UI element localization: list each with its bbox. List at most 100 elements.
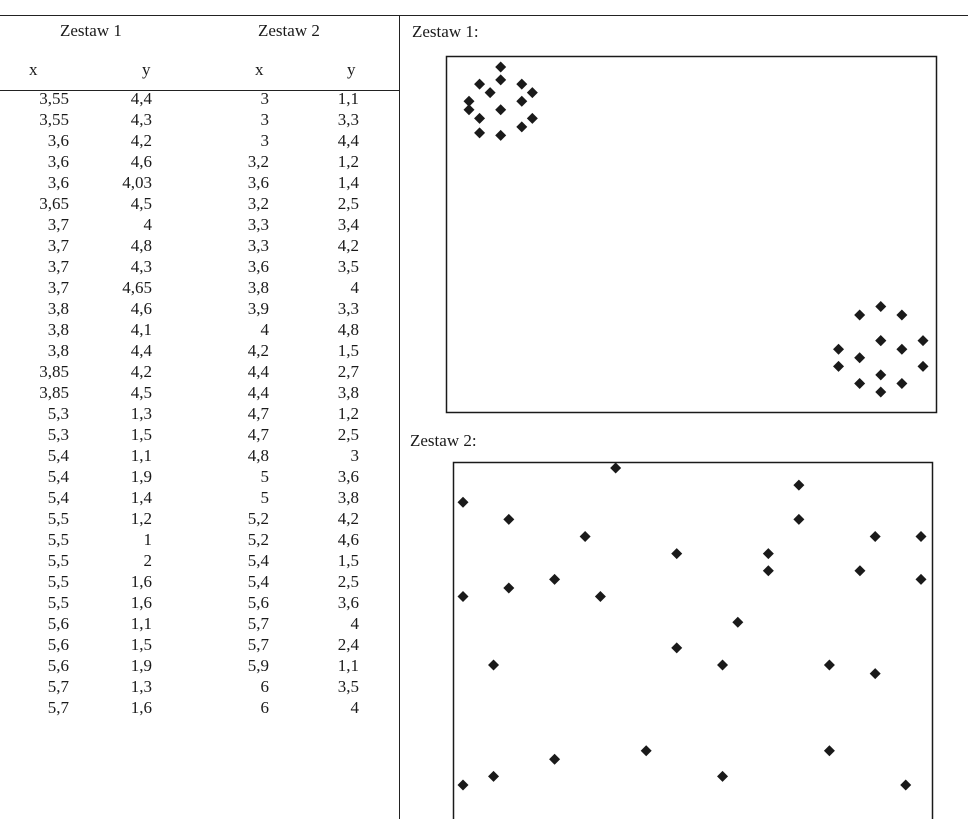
set1-x-cell: 3,7 xyxy=(47,257,69,276)
table-row: 5,3 1,3 4,7 1,2 xyxy=(0,403,399,424)
set1-y-cell: 4,3 xyxy=(130,110,152,129)
set2-y-cell: 2,5 xyxy=(337,194,359,213)
set2-y-cell: 3,3 xyxy=(337,299,359,318)
set1-x-cell: 3,7 xyxy=(47,236,69,255)
data-point xyxy=(549,573,561,585)
table-row: 5,6 1,9 5,9 1,1 xyxy=(0,655,399,676)
data-point xyxy=(503,513,515,525)
set1-y-cell: 4,4 xyxy=(130,341,152,360)
set2-y-cell: 3,4 xyxy=(337,215,359,234)
set1-header: Zestaw 1 xyxy=(60,21,122,40)
table-row: 3,85 4,5 4,4 3,8 xyxy=(0,382,399,403)
table-row: 5,5 1,6 5,4 2,5 xyxy=(0,571,399,592)
set1-y-cell: 4,2 xyxy=(130,131,152,150)
set2-x-cell: 5,7 xyxy=(247,614,269,633)
table-row: 5,5 1,6 5,6 3,6 xyxy=(0,592,399,613)
set1-y-cell: 1,1 xyxy=(130,614,152,633)
set1-y-cell: 4,8 xyxy=(130,236,152,255)
set2-y-cell: 3,3 xyxy=(337,110,359,129)
set2-x-cell: 6 xyxy=(260,698,270,717)
data-point xyxy=(875,386,887,398)
set1-x-cell: 3,85 xyxy=(39,383,69,402)
set1-y-cell: 1,5 xyxy=(130,425,152,444)
set1-y-cell: 4 xyxy=(143,215,153,234)
set2-x-cell: 4,2 xyxy=(247,341,269,360)
data-point xyxy=(457,496,469,508)
data-point xyxy=(917,335,929,347)
set1-x-cell: 5,7 xyxy=(47,677,69,696)
data-point xyxy=(717,659,729,671)
set2-x-cell: 4,4 xyxy=(247,362,269,381)
set1-y-header: y xyxy=(142,60,151,79)
data-point xyxy=(896,343,908,355)
set2-x-cell: 3,3 xyxy=(247,215,269,234)
data-point xyxy=(762,565,774,577)
data-point xyxy=(488,659,500,671)
set2-x-cell: 3,2 xyxy=(247,152,269,171)
table-row: 5,5 1 5,2 4,6 xyxy=(0,529,399,550)
data-point xyxy=(594,591,606,603)
set2-x-cell: 4,8 xyxy=(247,446,269,465)
set1-x-cell: 5,4 xyxy=(47,488,69,507)
set2-y-cell: 2,5 xyxy=(337,425,359,444)
data-point xyxy=(516,95,528,107)
set2-y-cell: 4,4 xyxy=(337,131,359,150)
table-row: 3,8 4,1 4 4,8 xyxy=(0,319,399,340)
set1-y-cell: 1,6 xyxy=(130,698,152,717)
set1-y-cell: 1,2 xyxy=(130,509,152,528)
set1-x-cell: 5,3 xyxy=(47,404,69,423)
plot-frame xyxy=(452,461,934,819)
set1-x-cell: 5,5 xyxy=(47,572,69,591)
set2-x-cell: 3 xyxy=(260,131,270,150)
data-point xyxy=(869,531,881,543)
table-row: 3,55 4,4 3 1,1 xyxy=(0,88,399,109)
set2-x-cell: 5,2 xyxy=(247,509,269,528)
data-point xyxy=(526,87,538,99)
set2-y-cell: 1,2 xyxy=(337,404,359,423)
set1-y-cell: 4,4 xyxy=(130,89,152,108)
set1-x-cell: 3,8 xyxy=(47,299,69,318)
set1-y-cell: 4,6 xyxy=(130,152,152,171)
table-row: 3,85 4,2 4,4 2,7 xyxy=(0,361,399,382)
set1-x-cell: 5,4 xyxy=(47,467,69,486)
set1-x-cell: 5,6 xyxy=(47,614,69,633)
set2-y-cell: 3 xyxy=(350,446,360,465)
table-row: 5,4 1,1 4,8 3 xyxy=(0,445,399,466)
set2-x-cell: 3,2 xyxy=(247,194,269,213)
table-row: 3,6 4,6 3,2 1,2 xyxy=(0,151,399,172)
data-point xyxy=(854,377,866,389)
set2-x-cell: 5,7 xyxy=(247,635,269,654)
table-row: 3,8 4,4 4,2 1,5 xyxy=(0,340,399,361)
set2-x-cell: 6 xyxy=(260,677,270,696)
set1-x-cell: 5,4 xyxy=(47,446,69,465)
data-table: 3,55 4,4 3 1,1 3,55 4,3 3 3,3 3,6 4,2 3 4,4 3,6 4,6 3,… xyxy=(0,88,399,718)
set2-x-cell: 3,9 xyxy=(247,299,269,318)
set2-plot-title: Zestaw 2: xyxy=(410,431,477,450)
set2-x-cell: 3,8 xyxy=(247,278,269,297)
data-point xyxy=(875,300,887,312)
set2-y-cell: 3,5 xyxy=(337,257,359,276)
header-rule xyxy=(0,90,399,91)
set2-y-cell: 2,7 xyxy=(337,362,359,381)
table-row: 5,4 1,9 5 3,6 xyxy=(0,466,399,487)
set2-x-cell: 5,4 xyxy=(247,572,269,591)
set1-x-cell: 3,85 xyxy=(39,362,69,381)
set1-y-cell: 1,4 xyxy=(130,488,152,507)
set1-y-cell: 4,5 xyxy=(130,194,152,213)
table-row: 5,6 1,1 5,7 4 xyxy=(0,613,399,634)
set2-x-cell: 3,3 xyxy=(247,236,269,255)
set1-y-cell: 1 xyxy=(143,530,153,549)
set2-y-cell: 1,5 xyxy=(337,341,359,360)
data-point xyxy=(793,513,805,525)
set1-x-cell: 3,6 xyxy=(47,152,69,171)
set2-x-cell: 5,2 xyxy=(247,530,269,549)
set2-y-cell: 2,5 xyxy=(337,572,359,591)
data-point xyxy=(495,74,507,86)
set1-x-cell: 3,65 xyxy=(39,194,69,213)
set1-x-cell: 5,3 xyxy=(47,425,69,444)
set2-y-cell: 3,8 xyxy=(337,383,359,402)
set1-x-cell: 5,7 xyxy=(47,698,69,717)
set1-x-cell: 5,6 xyxy=(47,656,69,675)
data-point xyxy=(457,591,469,603)
data-point xyxy=(900,779,912,791)
